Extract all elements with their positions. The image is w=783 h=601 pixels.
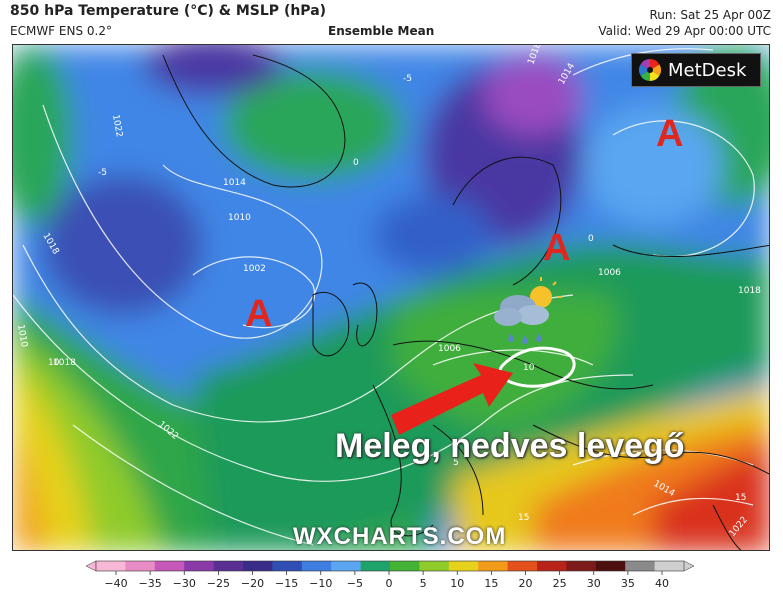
colorbar-tick-label: 35: [621, 577, 635, 590]
weather-map: 1022 1018 1014 1010 1006 1002 1018 1022 …: [12, 44, 770, 551]
red-arrow-icon: [391, 363, 513, 435]
isotherm-label: -5: [98, 168, 107, 178]
high-pressure-label: A: [245, 293, 273, 335]
colorbar-segment: [213, 561, 244, 571]
colorbar-segment: [272, 561, 303, 571]
wxcharts-watermark: WXCHARTS.COM: [293, 523, 507, 550]
colorbar-tick-label: 10: [450, 577, 464, 590]
isobar-label: 1014: [223, 178, 246, 188]
colorbar-tick-label: −20: [241, 577, 264, 590]
colorbar-tick-label: −10: [309, 577, 332, 590]
high-pressure-label: A: [656, 113, 684, 155]
colorbar-segment: [654, 561, 685, 571]
colorbar-frame: [95, 560, 685, 572]
isobar-label: 1010: [228, 213, 251, 223]
isotherm-label: 10: [48, 358, 60, 368]
ensemble-label: Ensemble Mean: [328, 24, 435, 38]
isobar-label: 1018: [738, 286, 761, 296]
isotherm-label: 10: [523, 363, 535, 373]
colorbar-segment: [125, 561, 156, 571]
run-time: Run: Sat 25 Apr 00Z: [649, 8, 771, 22]
metdesk-logo-text: MetDesk: [668, 59, 747, 81]
colorbar-tick-label: 25: [553, 577, 567, 590]
colorbar-segment: [478, 561, 509, 571]
colorbar-min-arrow: [85, 560, 97, 572]
colorbar-segment: [154, 561, 185, 571]
colorbar-tick-label: −35: [139, 577, 162, 590]
isobar-label: 1006: [598, 268, 621, 278]
colorbar-tick-label: 20: [519, 577, 533, 590]
isobar-label: 1022: [110, 114, 124, 138]
colorbar-segment: [537, 561, 567, 571]
isotherm-label: 15: [735, 493, 746, 503]
colorbar-segment: [96, 561, 126, 571]
isotherm-label-group: -5 0 -5 0 5 10 10 15 15: [48, 74, 746, 523]
colorbar-segment: [184, 561, 215, 571]
isotherm-label: 0: [353, 158, 359, 168]
isobar-label: 1002: [243, 264, 266, 274]
sun-cloud-rain-icon: [494, 277, 562, 344]
colorbar-segment: [360, 561, 391, 571]
temperature-colorbar: −40 −35 −30 −25 −20 −15 −10 −5 0 5 10 15 20 25 30 35 40: [84, 557, 696, 597]
metdesk-logo-icon: [639, 59, 661, 81]
isotherm-label: 0: [588, 234, 594, 244]
valid-time: Valid: Wed 29 Apr 00:00 UTC: [598, 24, 771, 38]
annotation-caption: Meleg, nedves levegő: [335, 427, 685, 465]
colorbar-tick-label: 30: [587, 577, 601, 590]
isobar-label: 1018: [53, 358, 76, 368]
isotherm-label: 5: [453, 458, 459, 468]
isobar-label: 1010: [15, 324, 29, 349]
model-label: ECMWF ENS 0.2°: [10, 24, 112, 38]
colorbar-segment: [243, 561, 273, 571]
isotherm-label: -5: [403, 74, 412, 84]
colorbar-tick-label: −40: [104, 577, 127, 590]
colorbar-tick-label: 15: [484, 577, 498, 590]
high-pressure-label: A: [543, 227, 571, 269]
chart-title: 850 hPa Temperature (°C) & MSLP (hPa): [10, 3, 327, 19]
colorbar-segment: [448, 561, 479, 571]
metdesk-logo: MetDesk: [631, 53, 761, 87]
colorbar-tick-label: 40: [655, 577, 669, 590]
colorbar-tick-label: −25: [207, 577, 230, 590]
colorbar-segment: [301, 561, 332, 571]
colorbar-tick-label: 0: [386, 577, 393, 590]
coastlines: [162, 54, 769, 550]
colorbar-segment: [331, 561, 362, 571]
isotherm-label: 15: [518, 513, 529, 523]
colorbar-tick-label: −30: [173, 577, 196, 590]
isobars: [13, 48, 755, 546]
colorbar-segment: [595, 561, 626, 571]
colorbar-max-arrow: [683, 560, 695, 572]
colorbar-segment: [390, 561, 420, 571]
colorbar-segment: [419, 561, 450, 571]
colorbar-tick-label: 5: [420, 577, 427, 590]
colorbar-segment: [625, 561, 656, 571]
colorbar-tick-label: −5: [347, 577, 363, 590]
isobar-label: 1006: [438, 344, 461, 354]
colorbar-segment: [566, 561, 597, 571]
colorbar-segment: [507, 561, 538, 571]
colorbar-tick-label: −15: [275, 577, 298, 590]
